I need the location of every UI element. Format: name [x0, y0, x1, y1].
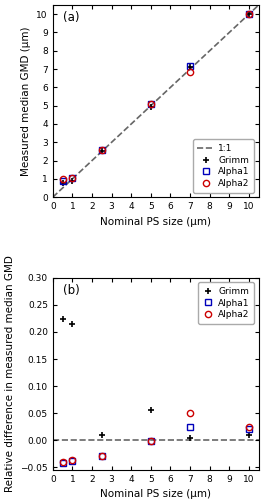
Y-axis label: Measured median GMD (μm): Measured median GMD (μm) — [21, 26, 31, 176]
Text: (a): (a) — [63, 11, 80, 24]
Legend: 1:1, Grimm, Alpha1, Alpha2: 1:1, Grimm, Alpha1, Alpha2 — [193, 140, 254, 192]
X-axis label: Nominal PS size (μm): Nominal PS size (μm) — [100, 490, 211, 500]
Legend: Grimm, Alpha1, Alpha2: Grimm, Alpha1, Alpha2 — [198, 282, 254, 324]
Y-axis label: Relative difference in measured median GMD: Relative difference in measured median G… — [5, 256, 15, 492]
Text: (b): (b) — [63, 284, 80, 296]
X-axis label: Nominal PS size (μm): Nominal PS size (μm) — [100, 216, 211, 226]
